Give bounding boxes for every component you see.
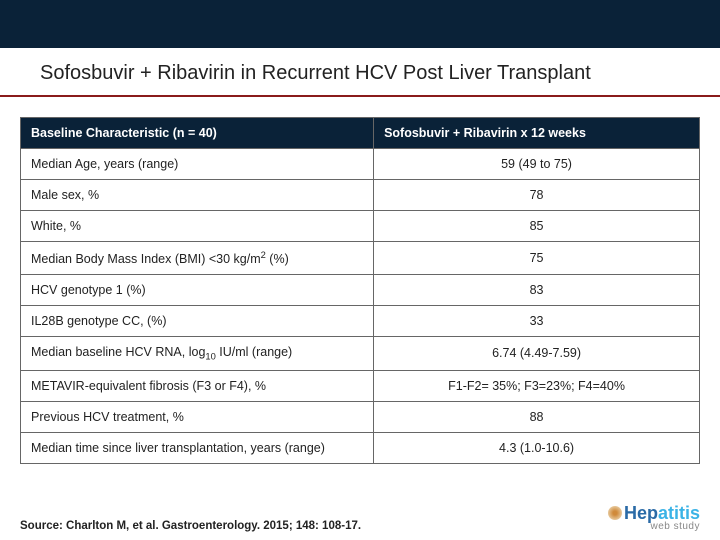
table-row: Previous HCV treatment, %88 xyxy=(21,401,700,432)
table-cell-value: 33 xyxy=(374,306,700,337)
table-cell-value: 78 xyxy=(374,180,700,211)
table-header-regimen: Sofosbuvir + Ribavirin x 12 weeks xyxy=(374,118,700,149)
table-row: White, %85 xyxy=(21,211,700,242)
logo-dot-icon xyxy=(608,506,622,520)
table-cell-label: IL28B genotype CC, (%) xyxy=(21,306,374,337)
table-cell-label: Median Body Mass Index (BMI) <30 kg/m2 (… xyxy=(21,242,374,275)
table-row: Median Body Mass Index (BMI) <30 kg/m2 (… xyxy=(21,242,700,275)
table-cell-value: 85 xyxy=(374,211,700,242)
table-row: IL28B genotype CC, (%)33 xyxy=(21,306,700,337)
table-cell-label: Previous HCV treatment, % xyxy=(21,401,374,432)
hepatitis-logo: Hepatitis web study xyxy=(608,504,700,532)
table-header-row: Baseline Characteristic (n = 40) Sofosbu… xyxy=(21,118,700,149)
header-band xyxy=(0,0,720,48)
logo-part1: Hep xyxy=(624,503,658,523)
table-cell-value: 6.74 (4.49-7.59) xyxy=(374,337,700,371)
table-row: Median baseline HCV RNA, log10 IU/ml (ra… xyxy=(21,337,700,371)
table-cell-label: White, % xyxy=(21,211,374,242)
baseline-characteristics-table: Baseline Characteristic (n = 40) Sofosbu… xyxy=(20,117,700,464)
table-cell-label: METAVIR-equivalent fibrosis (F3 or F4), … xyxy=(21,370,374,401)
table-row: Male sex, %78 xyxy=(21,180,700,211)
table-cell-value: 59 (49 to 75) xyxy=(374,149,700,180)
logo-subtitle: web study xyxy=(608,522,700,532)
table-row: Median time since liver transplantation,… xyxy=(21,432,700,463)
table-cell-label: Median baseline HCV RNA, log10 IU/ml (ra… xyxy=(21,337,374,371)
table-cell-label: HCV genotype 1 (%) xyxy=(21,275,374,306)
logo-part2: atitis xyxy=(658,503,700,523)
logo-text: Hepatitis xyxy=(608,504,700,522)
table-cell-value: F1-F2= 35%; F3=23%; F4=40% xyxy=(374,370,700,401)
table-cell-value: 83 xyxy=(374,275,700,306)
table-body: Median Age, years (range)59 (49 to 75)Ma… xyxy=(21,149,700,464)
table-row: Median Age, years (range)59 (49 to 75) xyxy=(21,149,700,180)
table-cell-value: 4.3 (1.0-10.6) xyxy=(374,432,700,463)
content-area: Baseline Characteristic (n = 40) Sofosbu… xyxy=(0,97,720,464)
table-row: HCV genotype 1 (%)83 xyxy=(21,275,700,306)
footer: Source: Charlton M, et al. Gastroenterol… xyxy=(20,504,700,532)
table-cell-label: Male sex, % xyxy=(21,180,374,211)
table-cell-label: Median Age, years (range) xyxy=(21,149,374,180)
page-title: Sofosbuvir + Ribavirin in Recurrent HCV … xyxy=(0,48,720,97)
table-cell-value: 88 xyxy=(374,401,700,432)
table-row: METAVIR-equivalent fibrosis (F3 or F4), … xyxy=(21,370,700,401)
table-cell-label: Median time since liver transplantation,… xyxy=(21,432,374,463)
source-citation: Source: Charlton M, et al. Gastroenterol… xyxy=(20,520,361,532)
table-cell-value: 75 xyxy=(374,242,700,275)
table-header-characteristic: Baseline Characteristic (n = 40) xyxy=(21,118,374,149)
